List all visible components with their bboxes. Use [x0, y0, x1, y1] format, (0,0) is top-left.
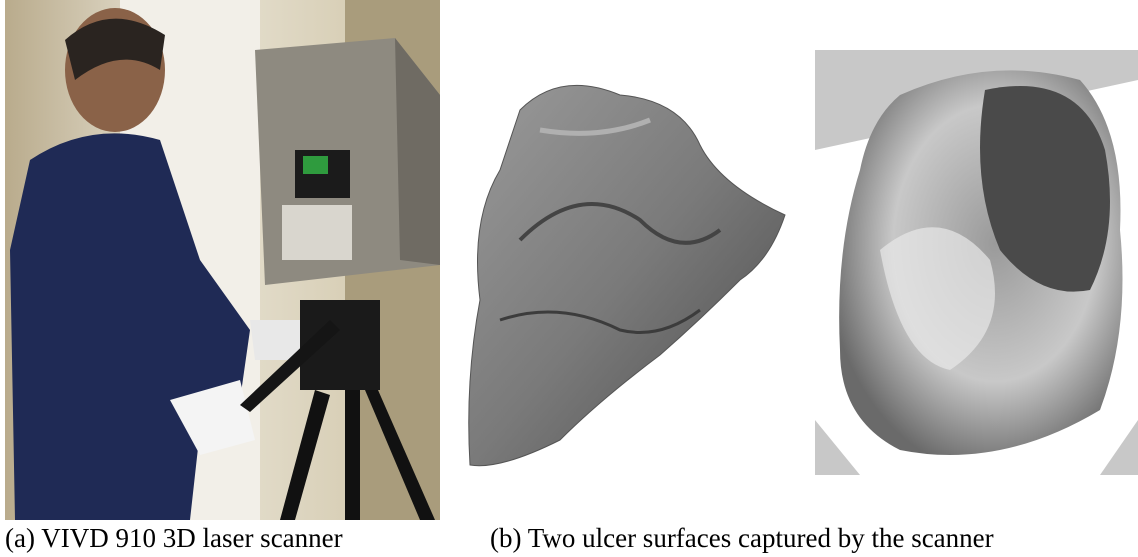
caption: (b) Two ulcer surfaces captured by the s… [490, 523, 994, 553]
caption: (a) VIVD 910 3D laser scanner [5, 523, 343, 553]
scanner-photo [5, 0, 440, 520]
ulcer-surface-render [815, 50, 1138, 475]
ulcer-surface-mesh [469, 85, 785, 465]
figure: (a) VIVD 910 3D laser scanner (b) Two ul… [0, 0, 1138, 557]
